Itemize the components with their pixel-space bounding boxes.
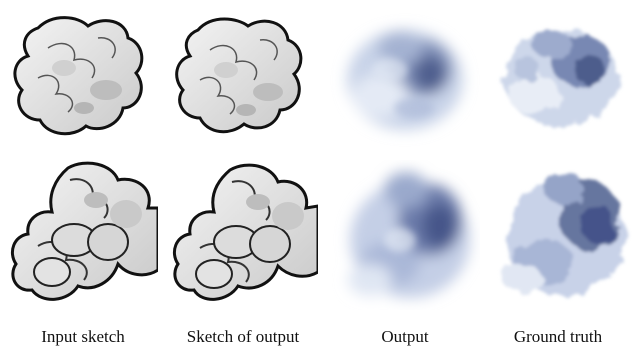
ground-truth-bottom [486,160,636,310]
caption-output: Output [381,327,429,346]
caption-sketch-of-output: Sketch of output [186,327,300,346]
caption-input-sketch: Input sketch [41,327,125,346]
ground-truth-top [486,8,636,158]
caption-ground-truth: Ground truth [513,327,603,346]
output-top [330,8,480,158]
sketch-of-output-bottom [168,160,318,310]
input-sketch-bottom [8,160,158,310]
output-bottom [330,160,480,310]
sketch-of-output-top [168,8,318,158]
input-sketch-top [8,8,158,158]
